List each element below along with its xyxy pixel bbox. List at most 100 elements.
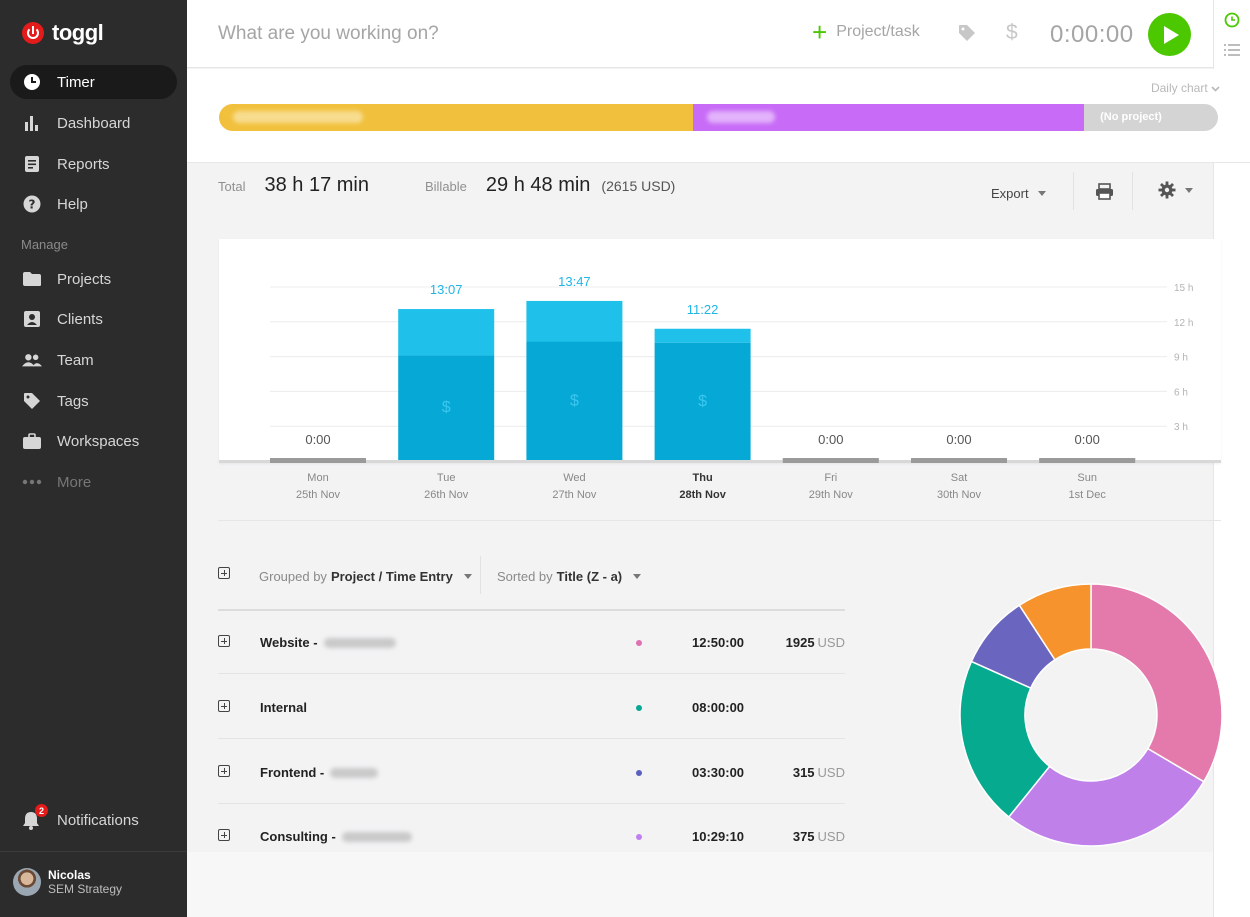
sidebar-item-label: Reports xyxy=(57,155,110,173)
x-tick-day: Mon xyxy=(307,472,328,484)
description-input[interactable]: What are you working on? xyxy=(218,23,439,44)
sidebar-item-clients[interactable]: Clients xyxy=(10,302,177,336)
expand-plus-icon[interactable] xyxy=(218,635,230,647)
table-row[interactable]: Frontend - 03:30:00 315 USD xyxy=(218,740,845,804)
bar-nonbillable-wed[interactable] xyxy=(526,300,623,342)
notifications-label: Notifications xyxy=(57,811,139,829)
sidebar-item-more[interactable]: More xyxy=(10,465,177,499)
x-tick-day: Tue xyxy=(437,472,456,484)
sort-by-dropdown[interactable]: Sorted by Title (Z - a) xyxy=(497,569,642,584)
billable-dollar-icon: $ xyxy=(442,399,451,416)
project-amount xyxy=(842,700,845,715)
strip-segment-consulting[interactable] xyxy=(692,104,1085,131)
sidebar-item-label: Help xyxy=(57,195,88,213)
divider xyxy=(1073,172,1074,210)
total-value: 38 h 17 min xyxy=(264,174,369,196)
y-tick-label: 6 h xyxy=(1174,387,1188,398)
sidebar-item-label: Workspaces xyxy=(57,432,140,450)
avatar xyxy=(13,868,41,896)
clock-icon xyxy=(22,72,42,92)
user-profile[interactable]: Nicolas SEM Strategy xyxy=(13,868,122,896)
donut-slice[interactable] xyxy=(1018,583,1092,661)
tag-icon[interactable] xyxy=(958,24,976,47)
settings-dropdown[interactable] xyxy=(1158,181,1193,199)
expand-all-button[interactable] xyxy=(218,566,230,584)
folder-icon xyxy=(22,269,42,289)
sidebar-item-label: Projects xyxy=(57,270,112,288)
bar-nonbillable-tue[interactable] xyxy=(398,309,495,356)
toggl-logo[interactable]: toggl xyxy=(22,20,104,46)
project-duration: 10:29:10 xyxy=(692,829,745,844)
export-dropdown[interactable]: Export xyxy=(991,186,1046,201)
expand-plus-icon[interactable] xyxy=(218,700,230,712)
bar-chart-svg: 3 h 6 h 9 h 12 h 15 h 0:00 $13:07 $13:47 $11:22 0… xyxy=(219,274,1221,463)
user-name: Nicolas xyxy=(48,868,91,882)
project-duration: 12:50:00 xyxy=(692,635,745,650)
expand-plus-icon[interactable] xyxy=(218,765,230,777)
donut-slice[interactable] xyxy=(1090,583,1223,783)
sidebar: toggl Timer Dashboard Reports ? Help Man… xyxy=(0,0,187,917)
x-tick-day: Sat xyxy=(951,472,968,484)
y-tick-label: 15 h xyxy=(1174,283,1193,294)
weekly-bar-chart: 3 h 6 h 9 h 12 h 15 h 0:00 $13:07 $13:47 $11:22 0… xyxy=(219,239,1221,463)
billable-dollar-icon[interactable]: $ xyxy=(1006,21,1018,44)
strip-segment-website[interactable] xyxy=(219,104,693,131)
billable-dollar-icon: $ xyxy=(698,393,707,410)
donut-slice[interactable] xyxy=(959,660,1051,819)
timer-mode-icon[interactable] xyxy=(1224,12,1240,33)
sidebar-item-reports[interactable]: Reports xyxy=(10,147,177,181)
briefcase-icon xyxy=(22,431,42,451)
workspace-name: SEM Strategy xyxy=(48,882,123,896)
no-project-label: (No project) xyxy=(1100,111,1162,123)
strip-segment-no-project[interactable]: (No project) xyxy=(1084,104,1218,131)
sidebar-item-help[interactable]: ? Help xyxy=(10,187,177,221)
project-task-button[interactable]: + Project/task xyxy=(812,19,920,45)
bar-value-label: 13:07 xyxy=(430,282,463,297)
bar-billable-thu[interactable] xyxy=(654,342,751,461)
power-logo-icon xyxy=(22,22,44,44)
bar-billable-wed[interactable] xyxy=(526,341,623,461)
sorted-value: Title (Z - a) xyxy=(556,569,623,584)
y-tick-label: 3 h xyxy=(1174,422,1188,433)
y-tick-label: 12 h xyxy=(1174,318,1193,329)
x-tick-date: 28th Nov xyxy=(679,489,726,501)
caret-down-icon xyxy=(463,574,472,579)
bar-nonbillable-thu[interactable] xyxy=(654,328,751,343)
sidebar-item-label: More xyxy=(57,473,92,491)
project-color-dot xyxy=(636,770,642,776)
list-mode-icon[interactable] xyxy=(1224,43,1240,61)
sidebar-item-dashboard[interactable]: Dashboard xyxy=(10,106,177,140)
x-tick-date: 29th Nov xyxy=(809,489,854,501)
timer-duration: 0:00:00 xyxy=(1050,21,1134,48)
summary-totals: Total 38 h 17 min Billable 29 h 48 min (… xyxy=(218,174,675,197)
divider xyxy=(480,556,481,594)
group-by-dropdown[interactable]: Grouped by Project / Time Entry xyxy=(259,569,472,584)
sidebar-item-tags[interactable]: Tags xyxy=(10,384,177,418)
x-tick-day: Sun xyxy=(1077,472,1097,484)
sidebar-item-workspaces[interactable]: Workspaces xyxy=(10,424,177,458)
billable-amount: (2615 USD) xyxy=(601,178,676,194)
sidebar-item-projects[interactable]: Projects xyxy=(10,262,177,296)
bar-value-label: 0:00 xyxy=(946,432,971,447)
bar-billable-tue[interactable] xyxy=(398,355,495,461)
table-row[interactable]: Website - 12:50:00 1925 USD xyxy=(218,610,845,674)
print-icon[interactable] xyxy=(1095,183,1114,205)
daily-chart-toggle[interactable]: Daily chart xyxy=(1151,81,1220,95)
x-tick-date: 1st Dec xyxy=(1069,489,1107,501)
notifications-button[interactable]: 2 Notifications xyxy=(10,803,177,837)
manage-section-label: Manage xyxy=(21,237,68,252)
expand-plus-icon[interactable] xyxy=(218,829,230,841)
chevron-down-icon xyxy=(1211,86,1220,92)
sidebar-item-team[interactable]: Team xyxy=(10,343,177,377)
project-amount: 1925 USD xyxy=(785,635,845,650)
question-icon: ? xyxy=(22,194,42,214)
bar-value-label: 0:00 xyxy=(818,432,843,447)
start-timer-button[interactable] xyxy=(1148,13,1191,56)
sidebar-item-timer[interactable]: Timer xyxy=(10,65,177,99)
bar-value-label: 13:47 xyxy=(558,274,591,289)
blurred-client-name xyxy=(330,767,379,778)
x-tick-date: 25th Nov xyxy=(296,489,341,501)
table-row[interactable]: Consulting - 10:29:10 375 USD xyxy=(218,804,845,868)
donut-slice[interactable] xyxy=(1007,747,1205,847)
table-row[interactable]: Internal 08:00:00 xyxy=(218,675,845,739)
